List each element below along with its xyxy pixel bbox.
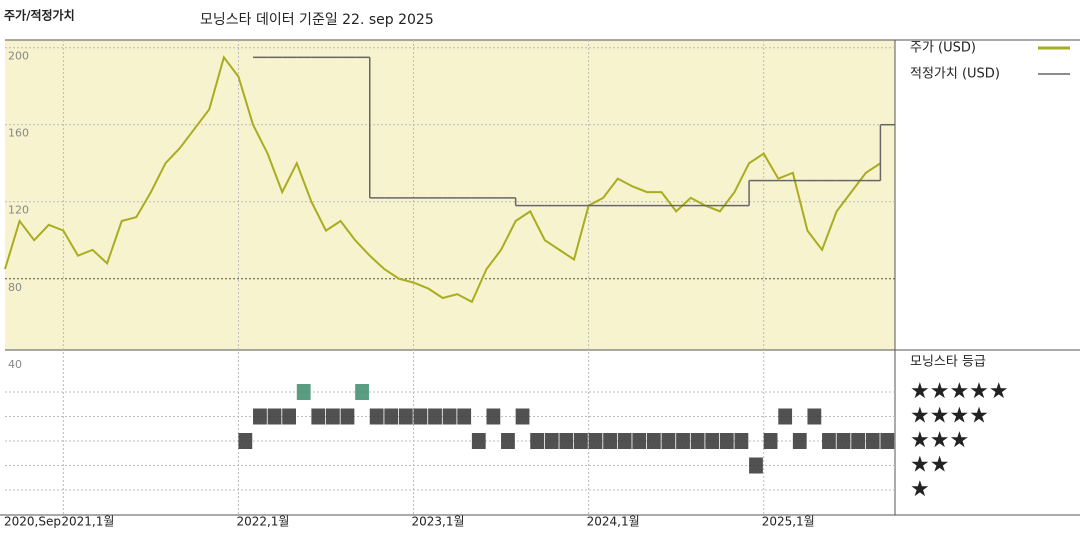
rating-mark (530, 433, 545, 449)
rating-mark (253, 408, 267, 425)
rating-mark (705, 433, 720, 449)
rating-mark (325, 408, 340, 425)
rating-mark (865, 433, 880, 449)
legend-label: 주가 (USD) (910, 41, 976, 56)
rating-mark (515, 408, 530, 425)
x-tick-label: 2023,1월 (412, 515, 465, 529)
rating-mark (690, 433, 705, 449)
y-tick-label: 200 (8, 50, 29, 63)
rating-mark (851, 433, 866, 449)
rating-mark (282, 408, 297, 425)
rating-mark (501, 433, 515, 449)
y-tick-label: 160 (8, 127, 29, 140)
rating-label: ★ (910, 477, 930, 502)
rating-label: ★★ (910, 453, 949, 478)
rating-mark (603, 433, 617, 449)
legend-label: 적정가치 (USD) (910, 67, 1000, 82)
x-tick-label: 2024,1월 (587, 515, 640, 529)
x-tick-label: 2022,1월 (236, 515, 289, 529)
rating-label: ★★★ (910, 428, 969, 453)
rating-mark (311, 408, 326, 425)
rating-mark (238, 433, 253, 449)
rating-label: ★★★★★ (910, 379, 1009, 404)
rating-mark (749, 457, 763, 474)
rating-mark (486, 408, 501, 425)
chart-title: 모닝스타 데이터 기준일 22. sep 2025 (200, 12, 434, 28)
rating-mark (807, 408, 822, 425)
y-tick-label: 80 (8, 281, 22, 294)
rating-mark (632, 433, 647, 449)
y-tick-label: 40 (8, 358, 22, 371)
rating-mark (646, 433, 661, 449)
rating-mark (471, 433, 486, 449)
rating-title: 모닝스타 등급 (910, 355, 986, 370)
rating-mark (836, 433, 851, 449)
rating-mark (588, 433, 603, 449)
rating-mark (763, 433, 778, 449)
rating-mark (544, 433, 559, 449)
rating-label: ★★★★ (910, 404, 989, 429)
rating-mark (413, 408, 428, 425)
price-panel (5, 40, 895, 350)
x-tick-label: 2021,1월 (61, 515, 114, 529)
rating-mark (661, 433, 676, 449)
rating-mark (822, 433, 836, 449)
rating-mark (340, 408, 355, 425)
rating-mark (734, 433, 749, 449)
rating-mark (719, 433, 734, 449)
y-tick-label: 120 (8, 204, 29, 217)
price-line (4, 55, 881, 304)
rating-mark (398, 408, 413, 425)
rating-mark (267, 408, 282, 425)
rating-mark (778, 408, 793, 425)
rating-mark (442, 408, 457, 425)
header: 주가/적정가치 (4, 8, 75, 23)
rating-mark (676, 433, 690, 449)
rating-mark (296, 384, 311, 400)
x-tick-label: 2025,1월 (762, 515, 815, 529)
rating-mark (355, 384, 369, 400)
rating-mark (457, 408, 472, 425)
rating-mark (559, 433, 574, 449)
rating-mark (880, 433, 895, 449)
rating-mark (574, 433, 588, 449)
x-tick-label: 2020,Sep (4, 515, 61, 529)
rating-mark (617, 433, 632, 449)
rating-mark (384, 408, 399, 425)
rating-mark (792, 433, 807, 449)
rating-mark (428, 408, 442, 425)
rating-mark (369, 408, 384, 425)
